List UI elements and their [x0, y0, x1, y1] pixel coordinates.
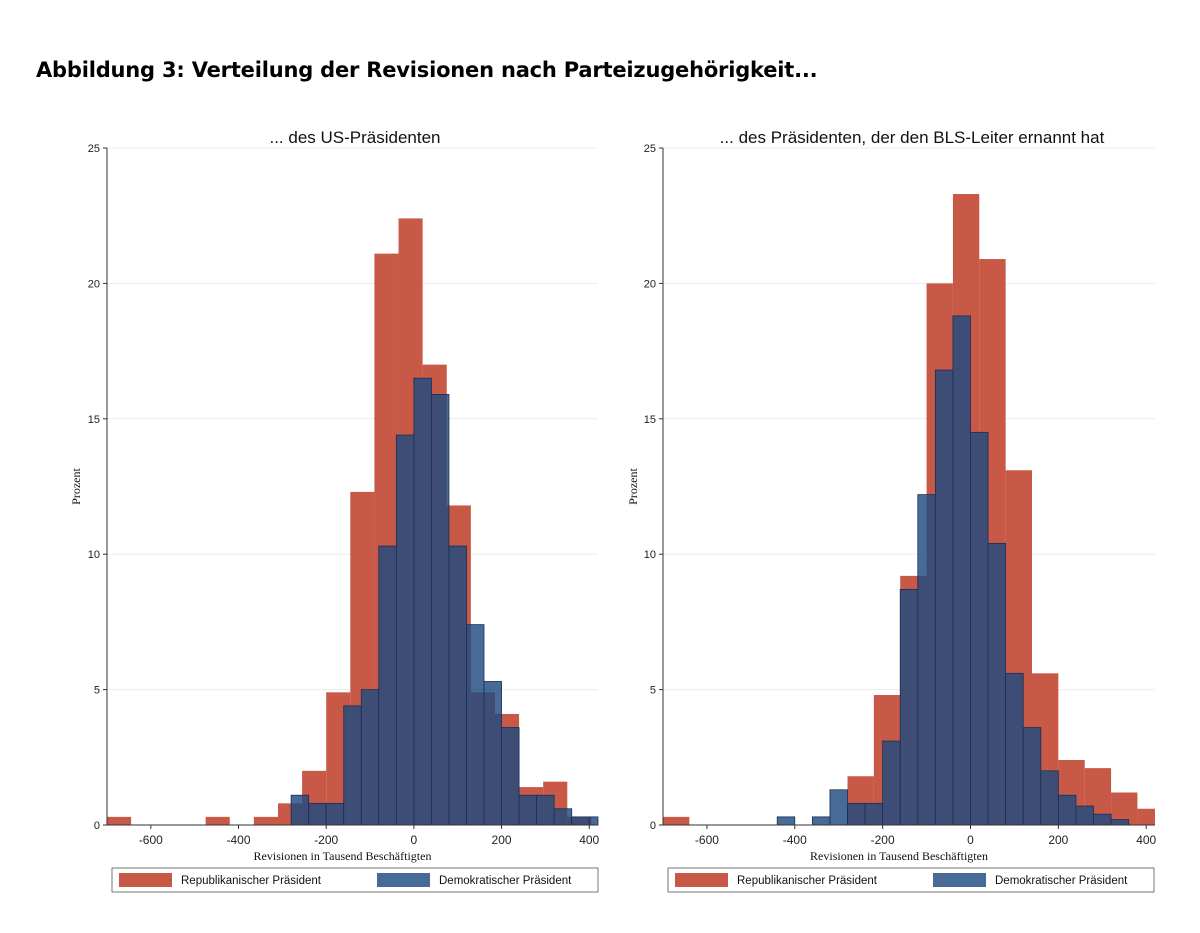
- x-tick-label: 0: [967, 833, 974, 847]
- histogram-bar-dem: [776, 816, 796, 826]
- panel-title: ... des US-Präsidenten: [269, 128, 440, 147]
- legend-swatch-dem: [377, 873, 430, 887]
- histogram-bar-dem: [899, 589, 919, 826]
- histogram-bar-dem: [360, 689, 380, 826]
- x-tick-label: -600: [695, 833, 719, 847]
- legend: Republikanischer Präsident Demokratischer…: [111, 867, 599, 893]
- histogram-bar-dem: [987, 542, 1007, 826]
- legend-swatch-dem: [933, 873, 986, 887]
- y-tick-label: 5: [650, 685, 656, 697]
- histogram-bar-rep: [107, 816, 132, 825]
- y-tick-label: 15: [644, 414, 656, 426]
- y-tick-label: 20: [88, 278, 100, 290]
- histogram-bar-dem: [864, 802, 884, 826]
- x-axis-title: Revisionen in Tausend Beschäftigten: [254, 849, 432, 863]
- legend-swatch-rep: [119, 873, 172, 887]
- x-axis-title: Revisionen in Tausend Beschäftigten: [810, 849, 988, 863]
- histogram-bar-dem: [431, 394, 450, 826]
- histogram-bar-dem: [501, 727, 520, 826]
- histogram-bar-dem: [553, 808, 573, 826]
- x-tick-label: -600: [139, 833, 163, 847]
- histogram-bar-dem: [343, 705, 362, 826]
- histogram-bar-dem: [448, 545, 467, 826]
- histogram-bar-rep: [663, 816, 690, 825]
- histogram-bar-dem: [290, 794, 310, 826]
- y-tick-label: 0: [94, 820, 100, 832]
- histogram-bar-dem: [811, 816, 831, 826]
- panel-title: ... des Präsidenten, der den BLS-Leiter …: [720, 128, 1105, 147]
- histogram-bar-dem: [829, 789, 848, 826]
- histogram-bar-dem: [847, 802, 866, 826]
- legend-label-dem: Demokratischer Präsident: [995, 875, 1128, 887]
- y-tick-label: 5: [94, 685, 100, 697]
- y-tick-label: 25: [644, 143, 656, 155]
- figure-title: Abbildung 3: Verteilung der Revisionen n…: [36, 58, 818, 82]
- x-tick-label: 0: [411, 833, 418, 847]
- chart-panel-1: 0 5 10 15 20 25 -600 -400 -200 0 200 400 ... des US-…: [69, 128, 600, 893]
- y-tick-label: 10: [88, 549, 100, 561]
- histogram-bar-dem: [518, 794, 538, 826]
- x-tick-label: -200: [314, 833, 338, 847]
- y-tick-label: 25: [88, 143, 100, 155]
- histogram-bar-dem: [1057, 794, 1077, 826]
- x-tick-label: 200: [1048, 833, 1068, 847]
- legend-box: [111, 867, 599, 893]
- legend-label-rep: Republikanischer Präsident: [737, 875, 878, 887]
- x-tick-label: 400: [1136, 833, 1156, 847]
- x-tick-label: 400: [579, 833, 599, 847]
- x-tick-label: 200: [492, 833, 512, 847]
- histogram-bar-dem: [1022, 727, 1042, 826]
- histogram-bar-dem: [1110, 819, 1130, 826]
- x-tick-label: -400: [227, 833, 251, 847]
- histogram-bar-dem: [325, 802, 345, 826]
- histogram-bar-dem: [308, 802, 327, 826]
- histogram-bar-dem: [1075, 805, 1094, 826]
- x-tick-label: -200: [871, 833, 895, 847]
- histogram-bar-dem: [1093, 813, 1112, 826]
- histogram-bar-dem: [466, 624, 485, 826]
- y-tick-label: 20: [644, 278, 656, 290]
- histogram-bar-dem: [1005, 672, 1024, 826]
- chart-panel-2: 0 5 10 15 20 25 -600 -400 -200 0 200 400 ... des Prä…: [626, 128, 1157, 893]
- legend-label-dem: Demokratischer Präsident: [439, 875, 572, 887]
- histogram-bar-dem: [882, 740, 901, 826]
- histogram-bar-dem: [536, 794, 555, 826]
- x-tick-label: -400: [783, 833, 807, 847]
- histogram-bar-dem: [952, 315, 971, 826]
- legend-swatch-rep: [675, 873, 728, 887]
- y-tick-label: 0: [650, 820, 656, 832]
- histogram-bar-dem: [917, 494, 936, 826]
- histogram-bar-dem: [395, 434, 415, 826]
- histogram-bar-rep: [1137, 808, 1155, 825]
- histogram-bar-dem: [571, 816, 590, 826]
- y-axis-title: Prozent: [626, 468, 640, 505]
- histogram-bar-dem: [588, 816, 599, 826]
- histogram-bar-dem: [413, 377, 432, 826]
- histogram-bar-dem: [970, 431, 989, 826]
- histogram-bar-rep: [205, 816, 230, 825]
- histogram-bar-dem: [483, 681, 502, 826]
- histogram-bar-dem: [1040, 770, 1059, 826]
- histogram-bar-dem: [934, 369, 954, 826]
- histogram-bar-rep: [253, 816, 278, 825]
- y-tick-label: 15: [88, 414, 100, 426]
- histogram-bar-dem: [378, 545, 397, 826]
- y-tick-label: 10: [644, 549, 656, 561]
- legend-label-rep: Republikanischer Präsident: [181, 875, 322, 887]
- legend: Republikanischer Präsident Demokratischer…: [667, 867, 1155, 893]
- y-axis-title: Prozent: [69, 468, 83, 505]
- legend-box: [667, 867, 1155, 893]
